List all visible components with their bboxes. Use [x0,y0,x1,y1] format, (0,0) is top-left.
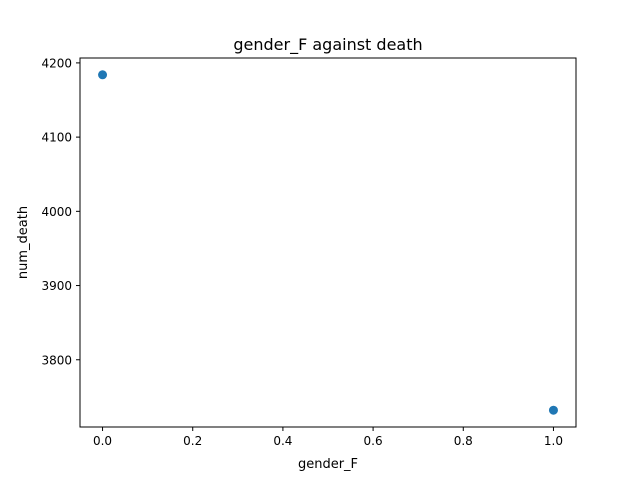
y-tick-label: 4000 [41,205,72,219]
y-axis-label: num_death [16,206,31,279]
x-tick-label: 0.6 [364,434,383,448]
x-tick-label: 1.0 [544,434,563,448]
y-axis-ticks: 3800 3900 4000 4100 4200 [41,56,80,367]
plot-frame [79,57,577,428]
x-axis-ticks: 0.0 0.2 0.4 0.6 0.8 1.0 [93,427,563,448]
y-tick-label: 3900 [41,279,72,293]
y-tick-label: 3800 [41,353,72,367]
x-tick-label: 0.8 [454,434,473,448]
x-tick-label: 0.0 [93,434,112,448]
y-tick-label: 4100 [41,131,72,145]
x-axis-label: gender_F [298,457,358,472]
data-points [98,70,558,415]
y-tick-label: 4200 [41,56,72,70]
data-point [548,405,558,415]
x-tick-label: 0.4 [273,434,292,448]
chart-title: gender_F against death [233,35,422,55]
data-point [98,70,108,80]
x-tick-label: 0.2 [183,434,202,448]
